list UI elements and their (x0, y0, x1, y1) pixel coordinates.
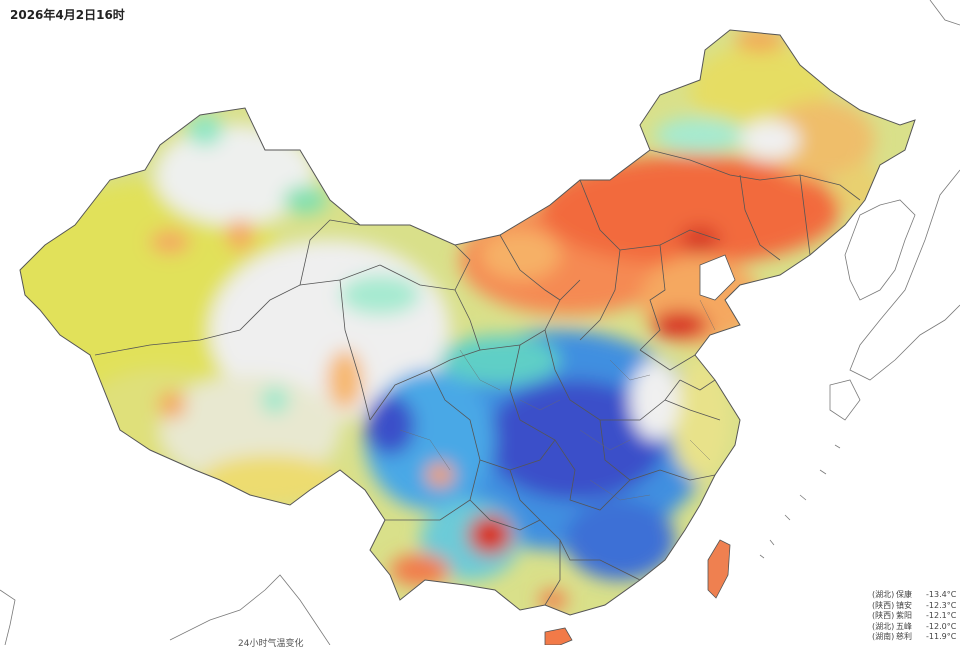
station-province: (湖南) (872, 632, 895, 642)
station-row: (陕西) 镇安 -12.3°C (872, 601, 958, 612)
station-province: (湖北) (872, 621, 895, 631)
station-name: 五峰 (896, 621, 912, 631)
station-row: (陕西) 紫阳 -12.1°C (872, 611, 958, 622)
korea-coastline (844, 199, 916, 301)
station-temp: -12.0°C (926, 621, 957, 631)
station-temp: -11.9°C (926, 632, 957, 642)
taiwan-island (707, 539, 731, 599)
southeast-asia-border (0, 589, 16, 646)
coldest-stations-list: (湖北) 保康 -13.4°C (陕西) 镇安 -12.3°C (陕西) 紫阳 … (872, 590, 958, 643)
station-temp: -13.4°C (926, 590, 957, 599)
station-name: 紫阳 (896, 611, 912, 621)
station-province: (湖北) (872, 590, 895, 599)
station-name: 保康 (896, 590, 912, 599)
prefecture-borders (399, 299, 716, 501)
station-temp: -12.3°C (926, 600, 957, 610)
bohai-sea (699, 254, 736, 301)
station-row: (湖北) 保康 -13.4°C (872, 590, 958, 601)
hainan-island (544, 627, 573, 646)
india-border (169, 574, 331, 646)
ryukyu-islands (759, 444, 841, 559)
japan-kyushu-coastline (829, 379, 861, 421)
russia-coastline (929, 0, 960, 26)
station-name: 镇安 (896, 600, 912, 610)
station-temp: -12.1°C (926, 611, 957, 621)
japan-coastline (849, 169, 960, 381)
map-caption: 24小时气温变化 (238, 639, 304, 649)
map-timestamp: 2026年4月2日16时 (10, 8, 125, 22)
station-name: 慈利 (896, 632, 912, 642)
station-province: (陕西) (872, 600, 895, 610)
station-row: (湖北) 五峰 -12.0°C (872, 622, 958, 633)
station-row: (湖南) 慈利 -11.9°C (872, 632, 958, 643)
station-province: (陕西) (872, 611, 895, 621)
province-borders (19, 29, 916, 616)
temperature-change-field (20, 30, 885, 610)
